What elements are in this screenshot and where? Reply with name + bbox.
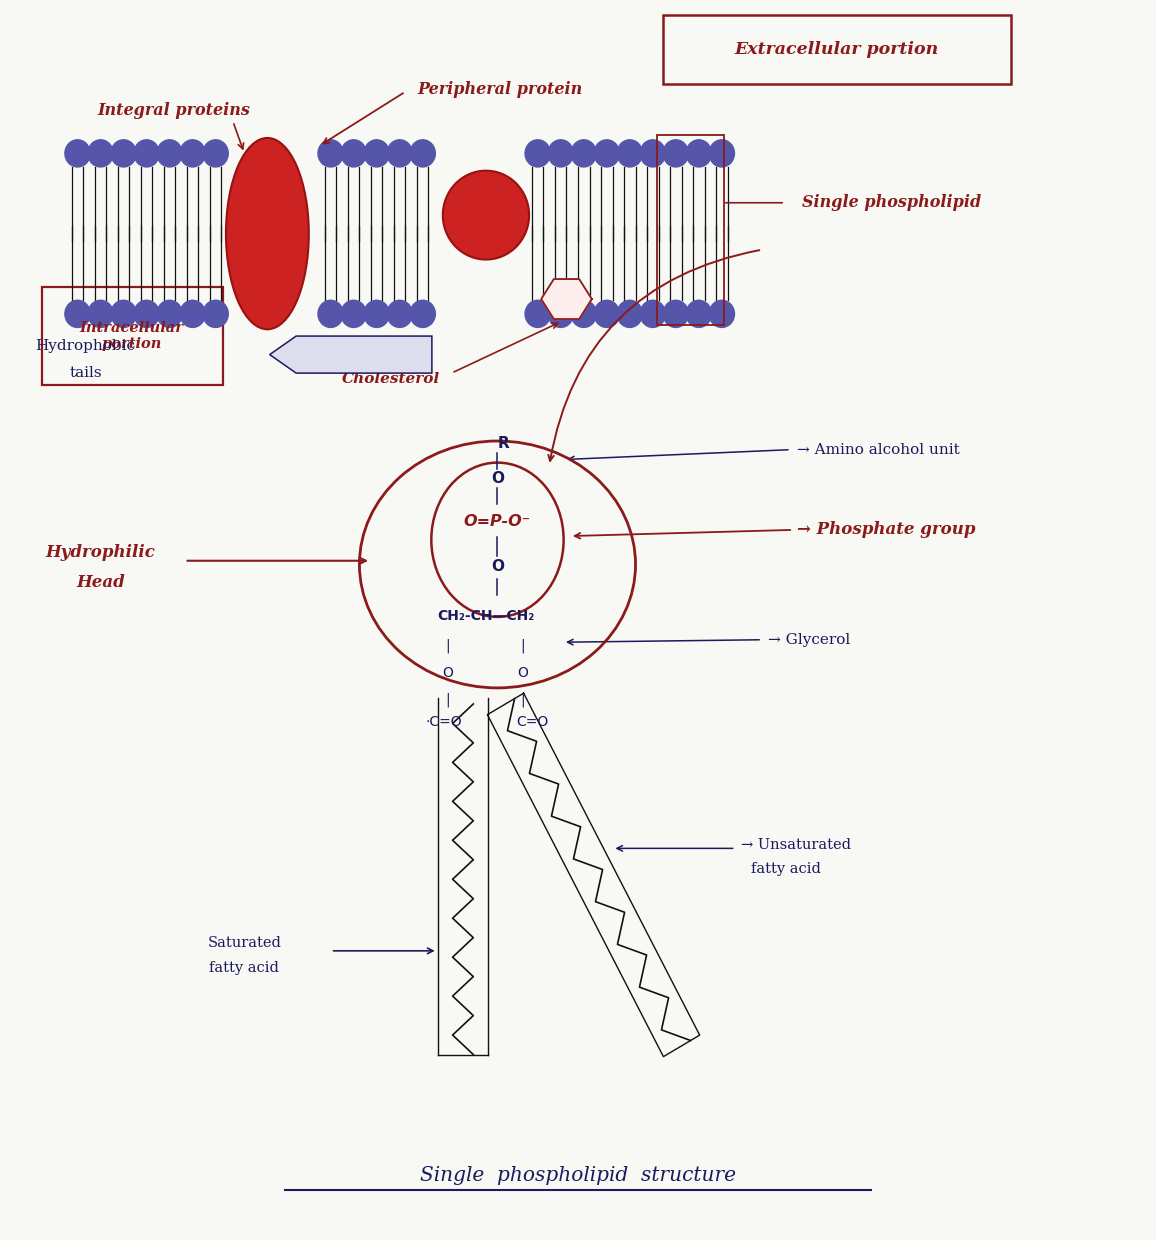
Text: → Unsaturated: → Unsaturated (741, 838, 851, 852)
Circle shape (410, 140, 436, 167)
Circle shape (341, 300, 366, 327)
Circle shape (687, 300, 711, 327)
Text: O: O (491, 559, 504, 574)
Circle shape (318, 140, 343, 167)
Ellipse shape (443, 171, 529, 259)
Circle shape (180, 140, 206, 167)
Text: → Glycerol: → Glycerol (768, 632, 850, 647)
Circle shape (157, 140, 183, 167)
Text: ·C=O: ·C=O (425, 715, 461, 729)
Text: Head: Head (76, 574, 125, 591)
Circle shape (594, 300, 620, 327)
Text: |: | (520, 693, 525, 707)
Circle shape (571, 300, 596, 327)
Circle shape (687, 140, 711, 167)
Circle shape (709, 140, 734, 167)
Circle shape (157, 300, 183, 327)
Circle shape (594, 140, 620, 167)
Circle shape (65, 300, 90, 327)
Circle shape (111, 140, 136, 167)
Text: Single phospholipid: Single phospholipid (802, 195, 981, 211)
Circle shape (134, 300, 160, 327)
Text: |: | (446, 639, 451, 653)
Circle shape (664, 300, 689, 327)
Text: |: | (446, 693, 451, 707)
Circle shape (664, 140, 689, 167)
Text: Single  phospholipid  structure: Single phospholipid structure (420, 1166, 736, 1185)
Text: fatty acid: fatty acid (209, 961, 280, 975)
Ellipse shape (225, 138, 309, 330)
Circle shape (548, 300, 573, 327)
Text: CH₂-CH—CH₂: CH₂-CH—CH₂ (437, 609, 534, 624)
Circle shape (203, 140, 228, 167)
Circle shape (111, 300, 136, 327)
Circle shape (364, 300, 390, 327)
Text: Saturated: Saturated (207, 936, 281, 950)
Circle shape (617, 140, 643, 167)
Text: Intracellular
portion: Intracellular portion (80, 321, 184, 351)
Text: fatty acid: fatty acid (750, 862, 821, 877)
Circle shape (617, 300, 643, 327)
Text: O: O (443, 666, 453, 680)
Circle shape (203, 300, 228, 327)
Circle shape (525, 300, 550, 327)
Circle shape (318, 300, 343, 327)
Text: Hydrophobic: Hydrophobic (36, 339, 135, 353)
Circle shape (387, 140, 413, 167)
Text: Peripheral protein: Peripheral protein (417, 81, 583, 98)
Text: O: O (518, 666, 528, 680)
Circle shape (341, 140, 366, 167)
Circle shape (525, 140, 550, 167)
Circle shape (640, 300, 666, 327)
Text: Hydrophilic: Hydrophilic (45, 543, 156, 560)
Text: O: O (491, 470, 504, 486)
Circle shape (410, 300, 436, 327)
Text: Integral proteins: Integral proteins (97, 102, 250, 119)
Circle shape (640, 140, 666, 167)
Circle shape (387, 300, 413, 327)
Text: Extracellular portion: Extracellular portion (735, 41, 939, 58)
Circle shape (180, 300, 206, 327)
Text: R: R (497, 436, 509, 451)
Text: → Phosphate group: → Phosphate group (796, 521, 975, 538)
Circle shape (88, 300, 113, 327)
Circle shape (571, 140, 596, 167)
Text: O=P-O⁻: O=P-O⁻ (464, 513, 531, 528)
Text: Cholesterol: Cholesterol (342, 372, 440, 387)
Text: |: | (520, 639, 525, 653)
Circle shape (364, 140, 390, 167)
Circle shape (65, 140, 90, 167)
Text: tails: tails (69, 366, 102, 381)
Polygon shape (269, 336, 432, 373)
Polygon shape (541, 279, 592, 319)
Circle shape (88, 140, 113, 167)
Circle shape (548, 140, 573, 167)
Circle shape (134, 140, 160, 167)
Text: C=O: C=O (516, 715, 548, 729)
Circle shape (709, 300, 734, 327)
Text: → Amino alcohol unit: → Amino alcohol unit (796, 443, 959, 456)
